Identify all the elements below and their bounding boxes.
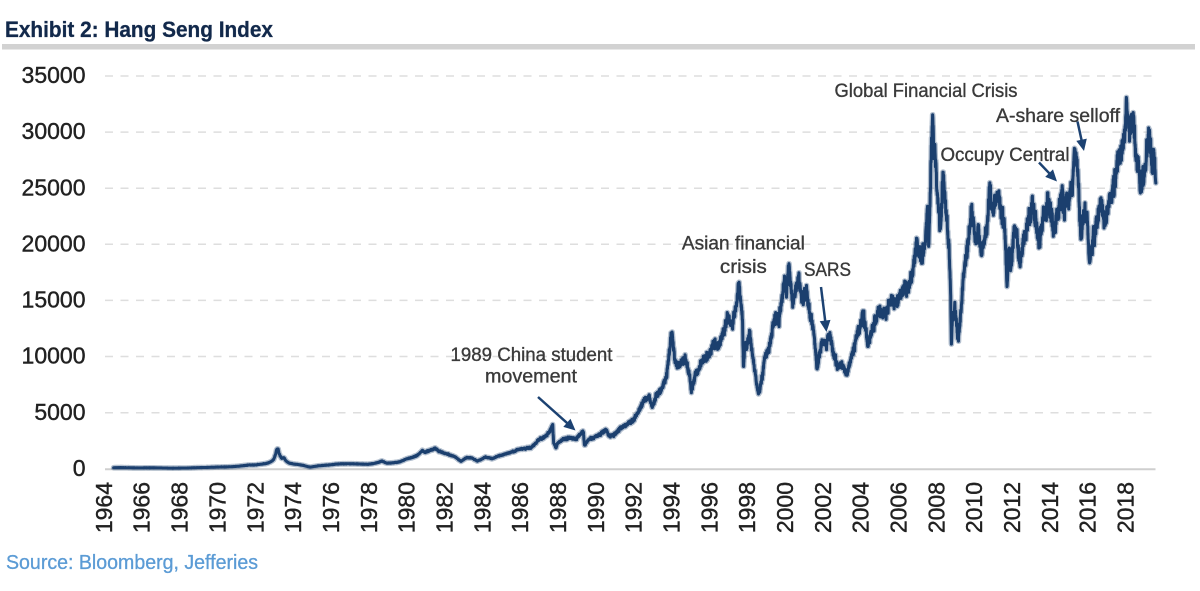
svg-text:1972: 1972 xyxy=(242,482,268,533)
svg-text:crisis: crisis xyxy=(720,256,767,278)
svg-text:1966: 1966 xyxy=(129,482,155,533)
svg-text:1998: 1998 xyxy=(734,482,760,533)
svg-text:Exhibit 2: Hang Seng Index: Exhibit 2: Hang Seng Index xyxy=(5,17,273,42)
svg-text:1986: 1986 xyxy=(507,482,533,533)
svg-text:2016: 2016 xyxy=(1075,482,1101,533)
svg-text:Occupy Central: Occupy Central xyxy=(941,144,1070,166)
svg-text:2006: 2006 xyxy=(886,482,912,533)
svg-text:1980: 1980 xyxy=(394,482,420,533)
svg-text:1996: 1996 xyxy=(696,482,722,533)
svg-text:2008: 2008 xyxy=(923,482,949,533)
svg-text:1968: 1968 xyxy=(167,482,193,533)
svg-text:30000: 30000 xyxy=(22,118,86,144)
svg-text:1994: 1994 xyxy=(659,482,685,533)
svg-text:15000: 15000 xyxy=(22,287,86,313)
svg-text:35000: 35000 xyxy=(22,62,86,88)
svg-text:2014: 2014 xyxy=(1037,482,1063,533)
svg-text:Global Financial Crisis: Global Financial Crisis xyxy=(835,80,1018,102)
svg-text:1988: 1988 xyxy=(545,482,571,533)
svg-text:Source: Bloomberg, Jefferies: Source: Bloomberg, Jefferies xyxy=(6,551,258,574)
svg-text:1978: 1978 xyxy=(356,482,382,533)
svg-text:1982: 1982 xyxy=(432,482,458,533)
svg-text:Asian financial: Asian financial xyxy=(682,233,805,255)
svg-text:0: 0 xyxy=(73,455,86,481)
svg-text:5000: 5000 xyxy=(34,399,85,425)
svg-text:1989 China student: 1989 China student xyxy=(451,344,614,366)
svg-text:A-share selloff: A-share selloff xyxy=(996,105,1121,127)
svg-text:1984: 1984 xyxy=(469,482,495,533)
svg-text:2010: 2010 xyxy=(961,482,987,533)
svg-text:1990: 1990 xyxy=(583,482,609,533)
svg-text:20000: 20000 xyxy=(22,230,86,256)
svg-text:movement: movement xyxy=(485,366,578,388)
svg-text:2012: 2012 xyxy=(999,482,1025,533)
svg-text:1970: 1970 xyxy=(204,482,230,533)
svg-text:1964: 1964 xyxy=(91,482,117,533)
svg-text:25000: 25000 xyxy=(22,174,86,200)
svg-text:10000: 10000 xyxy=(22,343,86,369)
svg-text:2004: 2004 xyxy=(848,482,874,533)
svg-text:1974: 1974 xyxy=(280,482,306,533)
svg-text:1976: 1976 xyxy=(318,482,344,533)
svg-text:2000: 2000 xyxy=(772,482,798,533)
svg-text:2002: 2002 xyxy=(810,482,836,533)
svg-text:SARS: SARS xyxy=(804,259,851,281)
svg-text:2018: 2018 xyxy=(1113,482,1139,533)
svg-text:1992: 1992 xyxy=(621,482,647,533)
